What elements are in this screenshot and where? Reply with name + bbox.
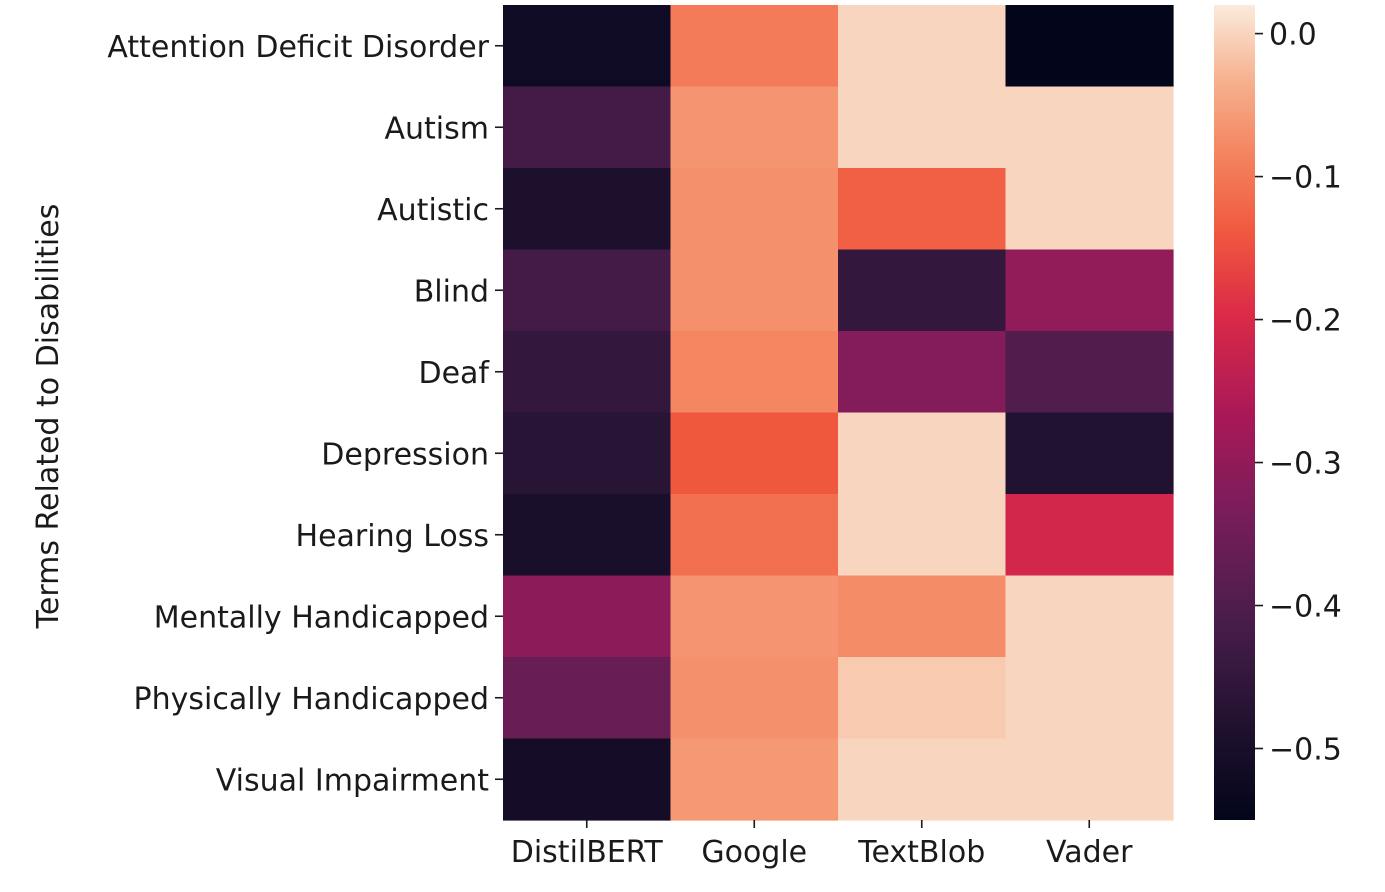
row-label: Blind xyxy=(414,274,489,309)
heatmap-cell xyxy=(503,249,672,332)
heatmap-cell xyxy=(670,86,839,169)
heatmap-cell xyxy=(1005,331,1174,414)
heatmap-cell xyxy=(1005,575,1174,658)
heatmap-cell xyxy=(1005,738,1174,821)
colorbar-tick-label: −0.3 xyxy=(1269,447,1342,482)
heatmap-cell xyxy=(503,5,672,88)
heatmap-cell xyxy=(670,249,839,332)
column-label: Vader xyxy=(1046,835,1133,870)
row-label: Autistic xyxy=(377,193,489,228)
heatmap-cell xyxy=(1005,412,1174,495)
heatmap-cell xyxy=(1005,86,1174,169)
heatmap-cell xyxy=(503,331,672,414)
heatmap-cell xyxy=(838,5,1007,88)
heatmap-cell xyxy=(503,168,672,251)
heatmap-cell xyxy=(503,657,672,740)
row-labels: Attention Deficit Disorder Autism Autistic… xyxy=(107,30,503,798)
column-labels: DistilBERT Google TextBlob Vader xyxy=(511,820,1133,870)
heatmap-cell xyxy=(838,738,1007,821)
colorbar-tick-label: −0.2 xyxy=(1269,304,1342,339)
heatmap-cells xyxy=(503,5,1174,821)
column-label: TextBlob xyxy=(857,835,985,870)
heatmap-cell xyxy=(670,5,839,88)
heatmap-cell xyxy=(838,657,1007,740)
colorbar: 0.0 −0.1 −0.2 −0.3 −0.4 −0.5 xyxy=(1214,5,1342,820)
heatmap-cell xyxy=(670,738,839,821)
row-label: Attention Deficit Disorder xyxy=(107,30,489,65)
heatmap-cell xyxy=(838,575,1007,658)
heatmap-cell xyxy=(670,331,839,414)
colorbar-tick-label: 0.0 xyxy=(1269,18,1317,53)
heatmap-cell xyxy=(838,249,1007,332)
row-label: Hearing Loss xyxy=(296,519,489,554)
heatmap-cell xyxy=(838,494,1007,577)
heatmap-cell xyxy=(1005,5,1174,88)
row-label: Visual Impairment xyxy=(216,763,489,798)
heatmap-cell xyxy=(503,575,672,658)
colorbar-tick-label: −0.5 xyxy=(1269,733,1342,768)
heatmap-cell xyxy=(670,168,839,251)
heatmap-cell xyxy=(503,86,672,169)
y-axis-label: Terms Related to Disabilities xyxy=(31,204,66,630)
colorbar-tick-label: −0.1 xyxy=(1269,161,1342,196)
heatmap-cell xyxy=(1005,494,1174,577)
heatmap-cell xyxy=(670,412,839,495)
heatmap-cell xyxy=(503,412,672,495)
heatmap-cell xyxy=(838,86,1007,169)
heatmap-cell xyxy=(503,494,672,577)
row-label: Deaf xyxy=(418,356,490,391)
row-label: Depression xyxy=(321,437,489,472)
heatmap-cell xyxy=(838,168,1007,251)
row-label: Mentally Handicapped xyxy=(154,600,489,635)
heatmap-cell xyxy=(1005,168,1174,251)
row-label: Physically Handicapped xyxy=(134,682,489,717)
colorbar-tick-label: −0.4 xyxy=(1269,590,1342,625)
heatmap-cell xyxy=(503,738,672,821)
heatmap-cell xyxy=(838,412,1007,495)
heatmap-cell xyxy=(670,657,839,740)
heatmap-cell xyxy=(838,331,1007,414)
column-label: DistilBERT xyxy=(511,835,664,870)
row-label: Autism xyxy=(385,111,490,146)
column-label: Google xyxy=(701,835,807,870)
heatmap-cell xyxy=(670,494,839,577)
heatmap-cell xyxy=(1005,657,1174,740)
colorbar-gradient xyxy=(1214,5,1255,820)
heatmap-cell xyxy=(1005,249,1174,332)
heatmap-cell xyxy=(670,575,839,658)
